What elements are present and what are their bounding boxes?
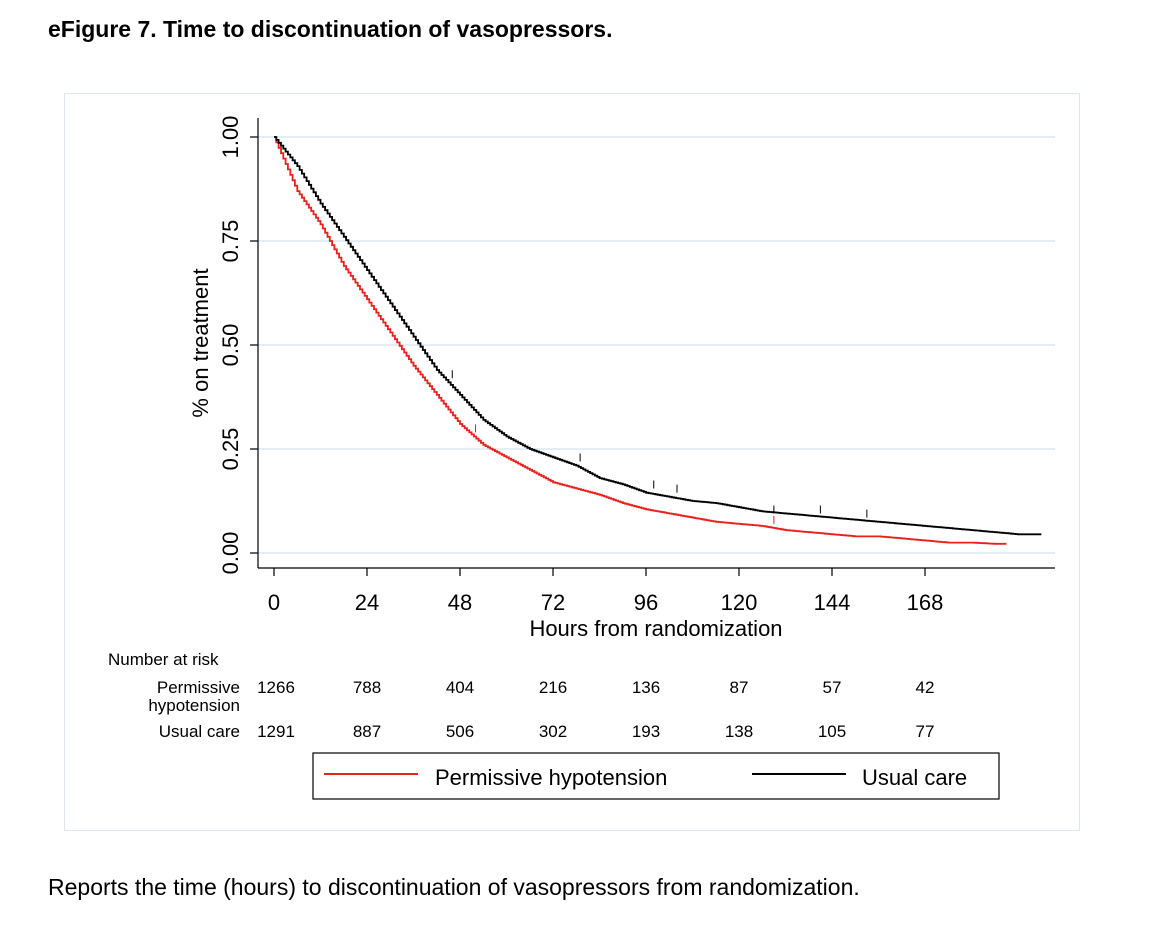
- x-tick-label: 144: [814, 590, 851, 615]
- x-tick-label: 168: [907, 590, 944, 615]
- risk-value: 57: [823, 678, 842, 697]
- y-tick-label: 1.00: [218, 116, 243, 159]
- risk-value: 87: [730, 678, 749, 697]
- legend-box: [312, 752, 1000, 800]
- axes: 0.00 0.25 0.50 0.75 1.00 0 24 48 72 96 120 144 168 Ho…: [188, 116, 1055, 641]
- legend-label-permissive: Permissive hypotension: [435, 765, 667, 790]
- y-axis-title: % on treatment: [188, 268, 213, 417]
- series-lines: [274, 136, 1042, 545]
- x-tick-label: 48: [448, 590, 472, 615]
- risk-value: 138: [725, 722, 753, 741]
- plot-frame: [64, 93, 1080, 831]
- risk-value: 1291: [257, 722, 295, 741]
- risk-value: 42: [916, 678, 935, 697]
- risk-value: 1266: [257, 678, 295, 697]
- risk-value: 105: [818, 722, 846, 741]
- x-tick-label: 24: [355, 590, 379, 615]
- x-tick-label: 96: [634, 590, 658, 615]
- risk-value: 404: [446, 678, 474, 697]
- risk-row-label: hypotension: [148, 696, 240, 715]
- risk-value: 136: [632, 678, 660, 697]
- figure-caption: Reports the time (hours) to discontinuat…: [48, 874, 860, 900]
- x-tick-label: 120: [721, 590, 758, 615]
- risk-table-header: Number at risk: [108, 650, 219, 669]
- y-tick-label: 0.25: [218, 428, 243, 471]
- y-tick-label: 0.00: [218, 532, 243, 575]
- y-tick-label: 0.75: [218, 220, 243, 263]
- grid-lines: [258, 136, 1055, 554]
- permissive-hypotension-curve: [274, 136, 1007, 545]
- legend-label-usual: Usual care: [862, 765, 967, 790]
- x-tick-label: 0: [268, 590, 280, 615]
- x-tick-label: 72: [541, 590, 565, 615]
- risk-row-label: Permissive: [157, 678, 240, 697]
- risk-row-label: Usual care: [159, 722, 240, 741]
- risk-value: 77: [916, 722, 935, 741]
- risk-value: 216: [539, 678, 567, 697]
- figure-title: eFigure 7. Time to discontinuation of va…: [48, 16, 613, 42]
- risk-value: 506: [446, 722, 474, 741]
- usual-care-curve: [274, 136, 1042, 536]
- x-axis-title: Hours from randomization: [529, 616, 782, 641]
- legend: Permissive hypotension Usual care: [312, 752, 1000, 800]
- risk-value: 193: [632, 722, 660, 741]
- y-tick-label: 0.50: [218, 324, 243, 367]
- risk-value: 887: [353, 722, 381, 741]
- risk-value: 302: [539, 722, 567, 741]
- risk-value: 788: [353, 678, 381, 697]
